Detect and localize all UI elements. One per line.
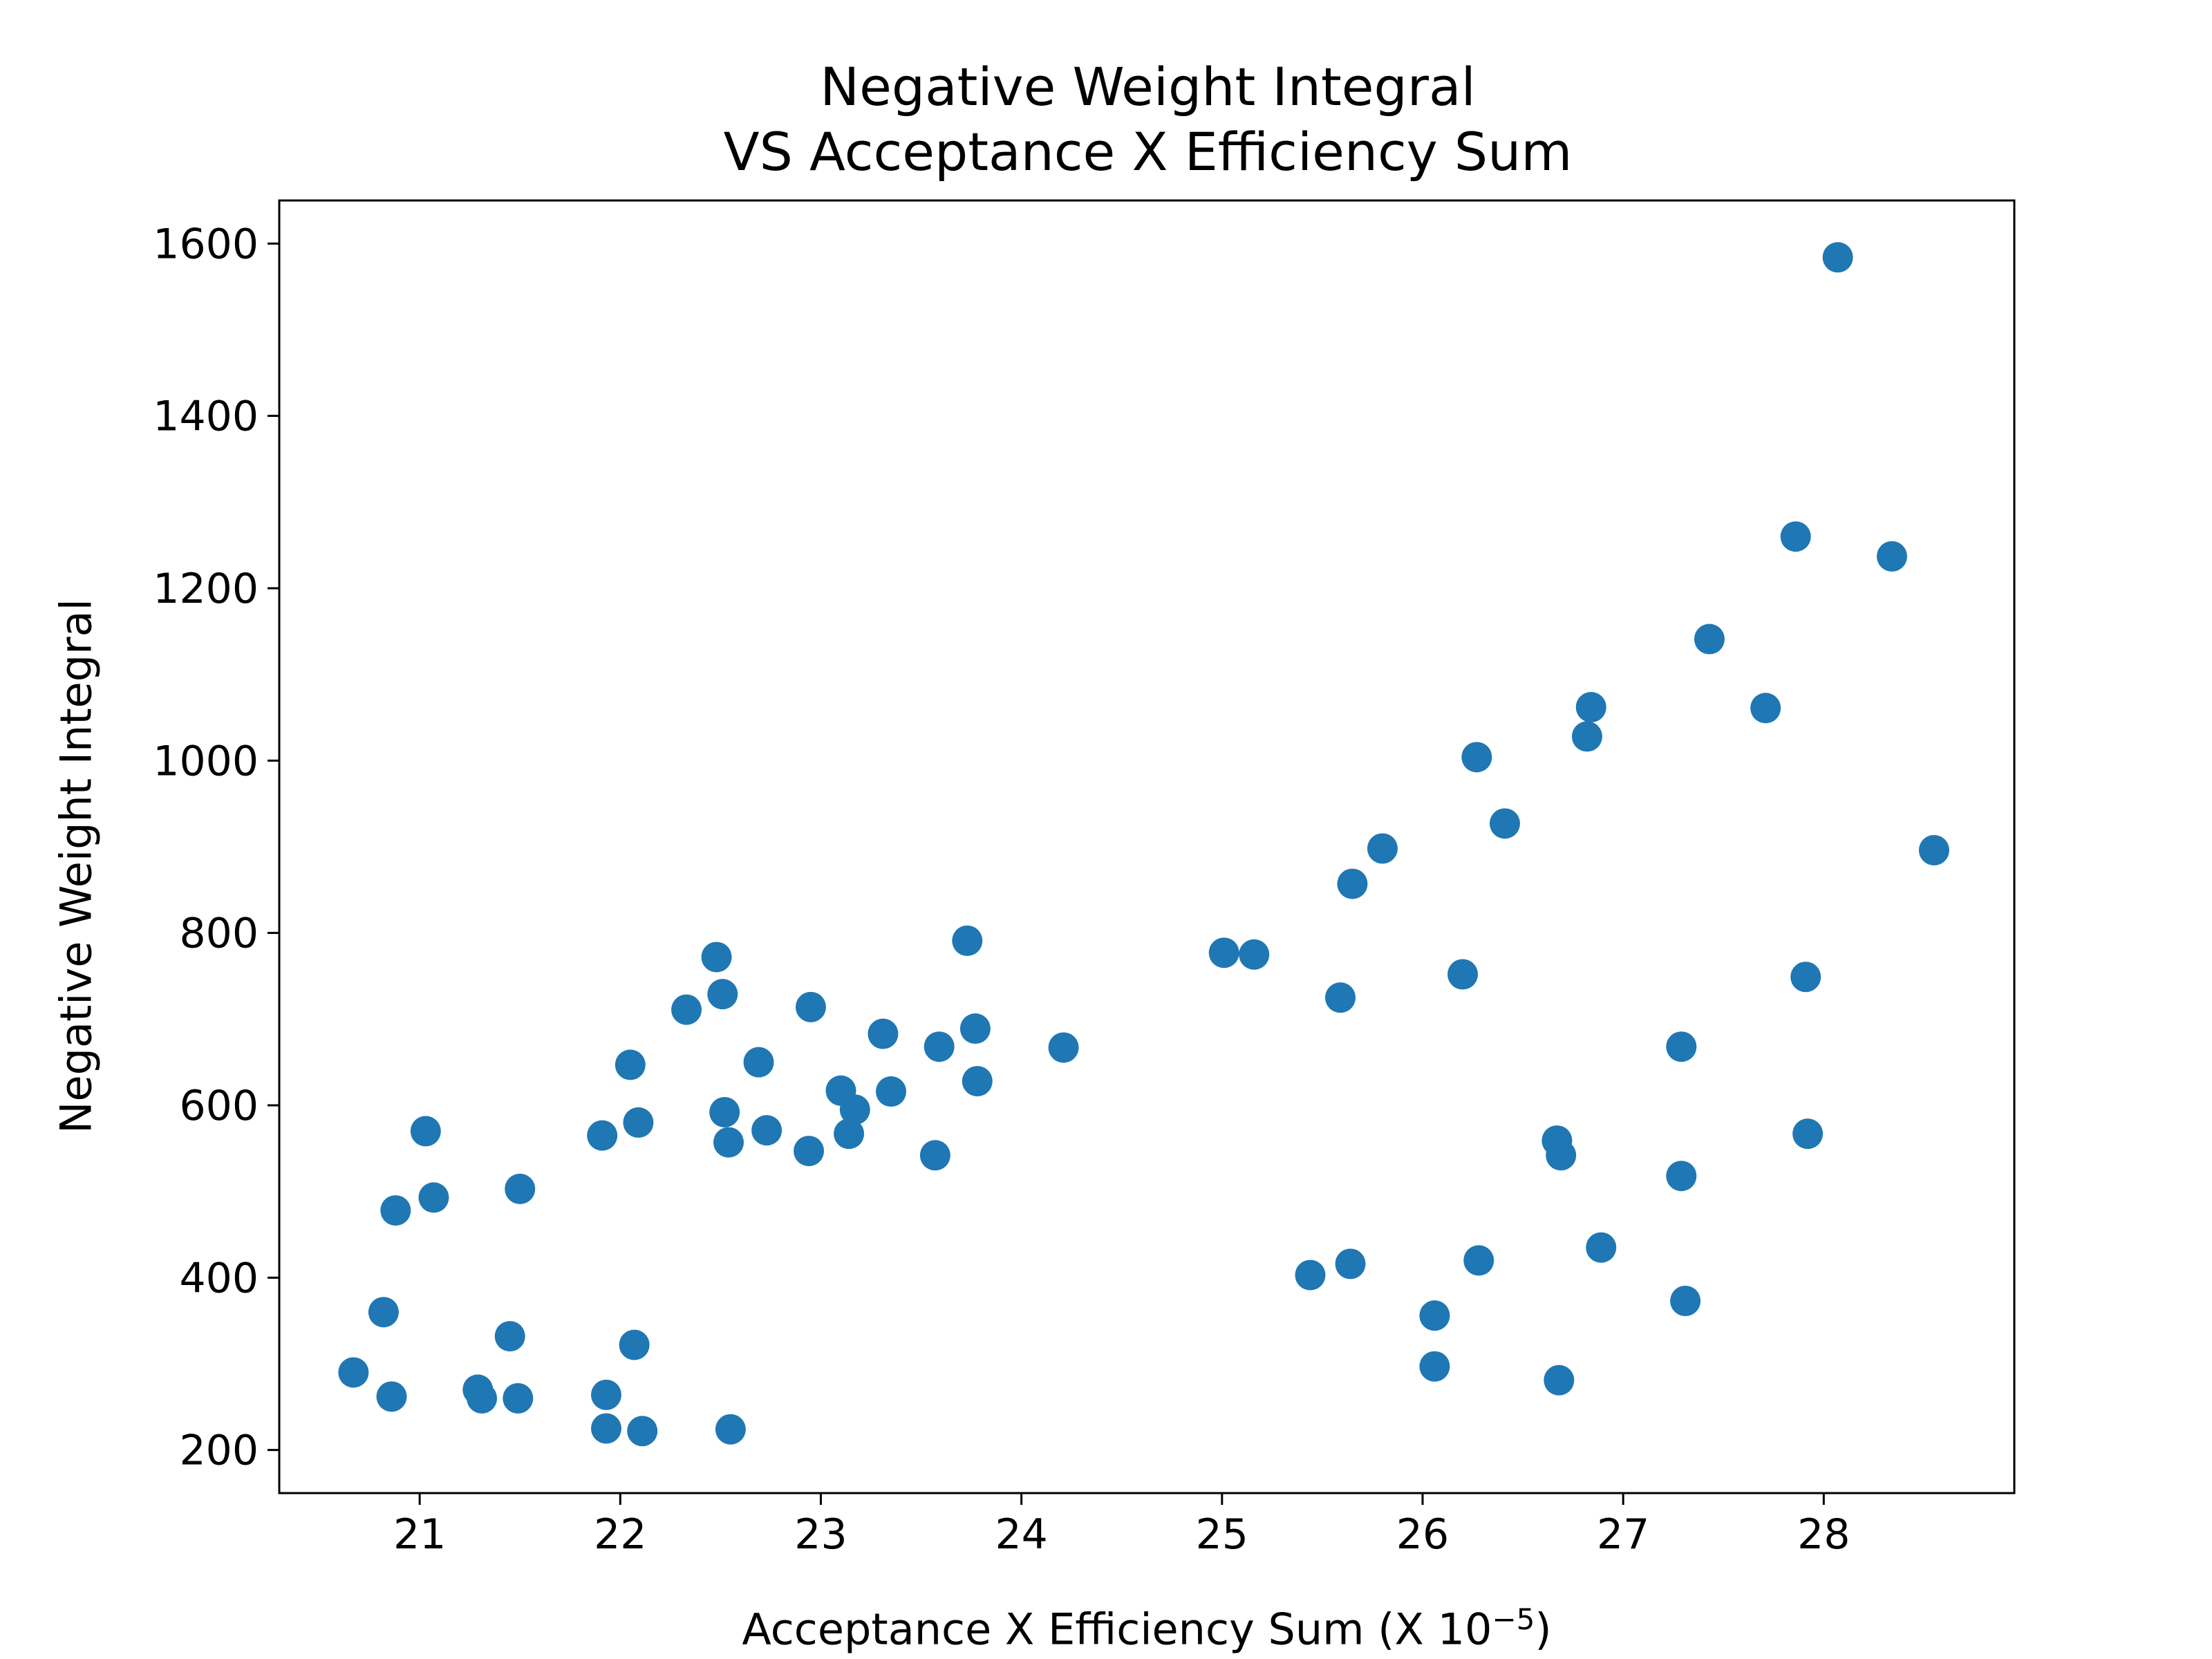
data-point (623, 1107, 654, 1138)
data-point (876, 1076, 907, 1107)
y-tick-label: 600 (179, 1082, 259, 1130)
data-point (962, 1066, 993, 1097)
data-point (1544, 1365, 1575, 1396)
data-point (834, 1118, 865, 1150)
data-point (376, 1381, 407, 1412)
data-point (1463, 1245, 1494, 1276)
data-point (1489, 808, 1520, 839)
x-tick-label: 22 (594, 1510, 646, 1559)
data-point (794, 1136, 825, 1167)
data-point (952, 925, 983, 956)
data-point (919, 1140, 950, 1171)
data-point (467, 1382, 498, 1414)
data-point (1208, 937, 1239, 968)
data-point (1239, 939, 1270, 970)
data-point (671, 994, 702, 1025)
x-tick-label: 27 (1597, 1510, 1649, 1559)
y-tick-label: 1600 (153, 220, 259, 268)
data-point (338, 1357, 369, 1388)
data-point (1419, 1351, 1450, 1382)
data-point (959, 1013, 991, 1044)
data-point (1295, 1259, 1326, 1291)
data-point (418, 1182, 449, 1213)
chart-title-line-1: Negative Weight Integral (820, 56, 1476, 118)
y-tick-label: 400 (179, 1254, 259, 1302)
data-point (368, 1297, 399, 1328)
data-point (1325, 982, 1356, 1013)
y-tick-label: 1400 (153, 393, 259, 441)
data-point (707, 979, 738, 1010)
data-point (701, 941, 732, 973)
x-tick-label: 24 (995, 1510, 1047, 1559)
x-tick-label: 21 (393, 1510, 446, 1559)
data-points (338, 242, 1949, 1447)
x-axis-label-close: ) (1535, 1604, 1552, 1655)
data-point (1876, 541, 1907, 572)
data-point (627, 1416, 658, 1447)
data-point (868, 1018, 899, 1049)
data-point (715, 1414, 746, 1445)
data-point (839, 1094, 870, 1125)
data-point (615, 1049, 646, 1080)
data-point (1367, 833, 1398, 864)
data-point (410, 1116, 441, 1147)
data-point (1780, 521, 1811, 552)
data-point (1546, 1140, 1577, 1171)
data-point (1790, 962, 1821, 993)
data-point (587, 1120, 618, 1151)
data-point (1670, 1285, 1701, 1316)
x-tick-label: 25 (1196, 1510, 1248, 1559)
data-point (494, 1321, 525, 1352)
data-point (1048, 1032, 1079, 1063)
data-point (590, 1379, 621, 1410)
data-point (1918, 834, 1949, 865)
data-point (713, 1127, 744, 1158)
data-point (743, 1047, 774, 1078)
y-axis-label: Negative Weight Integral (50, 599, 102, 1134)
data-point (709, 1096, 740, 1127)
data-point (795, 991, 826, 1022)
y-tick-label: 1000 (153, 737, 259, 785)
data-point (1822, 242, 1853, 273)
data-point (1792, 1118, 1824, 1150)
x-axis-label-exponent: −5 (1492, 1602, 1535, 1636)
data-point (1750, 693, 1781, 724)
data-point (505, 1173, 536, 1204)
data-point (1666, 1031, 1697, 1062)
y-tick-label: 800 (179, 910, 259, 958)
axes: 21 22 23 24 25 26 27 28 200 400 600 800 1000 1200 1400… (153, 199, 2016, 1559)
data-point (1586, 1232, 1617, 1263)
plot-frame (278, 199, 2016, 1494)
data-point (1666, 1161, 1697, 1192)
data-point (751, 1115, 782, 1146)
data-point (1575, 692, 1606, 723)
x-axis-label: Acceptance X Efficiency Sum (X 10−5) (279, 1602, 2014, 1655)
data-point (1335, 1248, 1366, 1280)
chart-title-line-2: VS Acceptance X Efficiency Sum (723, 121, 1573, 182)
data-point (380, 1195, 411, 1226)
data-point (1571, 721, 1602, 752)
y-tick-label: 200 (179, 1427, 259, 1475)
x-tick-label: 23 (794, 1510, 847, 1559)
x-tick-label: 26 (1396, 1510, 1449, 1559)
data-point (1694, 624, 1725, 655)
data-point (1337, 868, 1368, 899)
y-tick-label: 1200 (153, 565, 259, 613)
data-point (924, 1031, 955, 1062)
data-point (1419, 1300, 1450, 1331)
data-point (1447, 959, 1479, 990)
data-point (590, 1413, 621, 1444)
data-point (619, 1329, 650, 1360)
data-point (1461, 742, 1492, 773)
data-point (503, 1382, 534, 1414)
x-tick-label: 28 (1797, 1510, 1850, 1559)
x-axis-label-text: Acceptance X Efficiency Sum (X 10 (742, 1604, 1492, 1655)
